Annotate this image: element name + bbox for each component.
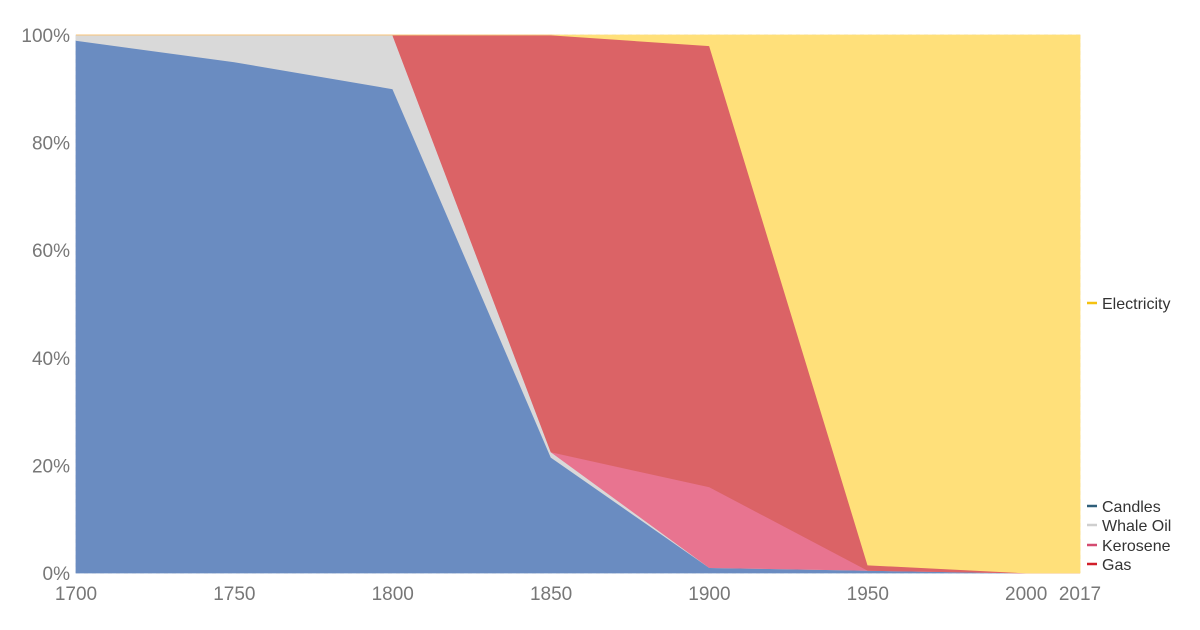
x-tick-label-2000: 2000: [1005, 584, 1047, 605]
x-tick-label-1700: 1700: [55, 584, 97, 605]
legend: Candles Whale Oil Kerosene Gas Electricity: [1087, 296, 1171, 574]
area-electricity: [76, 34, 1081, 574]
x-tick-label-1800: 1800: [372, 584, 414, 605]
legend-label-gas: Gas: [1102, 557, 1131, 574]
y-tick-label-0pct: 0%: [43, 564, 71, 585]
legend-label-candles: Candles: [1102, 499, 1161, 516]
legend-label-whale-oil: Whale Oil: [1102, 518, 1171, 535]
y-tick-label-60pct: 60%: [32, 241, 70, 262]
x-tick-label-1900: 1900: [688, 584, 730, 605]
areas: [75, 34, 1081, 574]
y-tick-label-80pct: 80%: [32, 134, 70, 155]
y-tick-label-100pct: 100%: [21, 26, 70, 47]
x-tick-label-2017: 2017: [1059, 584, 1101, 605]
y-tick-label-40pct: 40%: [32, 349, 70, 370]
axes: 1700 1750 1800 1850 1900 1950 2000 2017 0% 20% 40%…: [21, 26, 1101, 605]
legend-item-kerosene: Kerosene: [1087, 538, 1171, 555]
x-tick-label-1850: 1850: [530, 584, 572, 605]
legend-item-gas: Gas: [1087, 557, 1131, 574]
legend-item-electricity: Electricity: [1087, 296, 1170, 313]
x-tick-label-1950: 1950: [847, 584, 889, 605]
legend-item-whale-oil: Whale Oil: [1087, 518, 1171, 535]
legend-label-electricity: Electricity: [1102, 296, 1170, 313]
x-tick-label-1750: 1750: [213, 584, 255, 605]
legend-label-kerosene: Kerosene: [1102, 538, 1171, 555]
legend-item-candles: Candles: [1087, 499, 1161, 516]
y-tick-label-20pct: 20%: [32, 456, 70, 477]
